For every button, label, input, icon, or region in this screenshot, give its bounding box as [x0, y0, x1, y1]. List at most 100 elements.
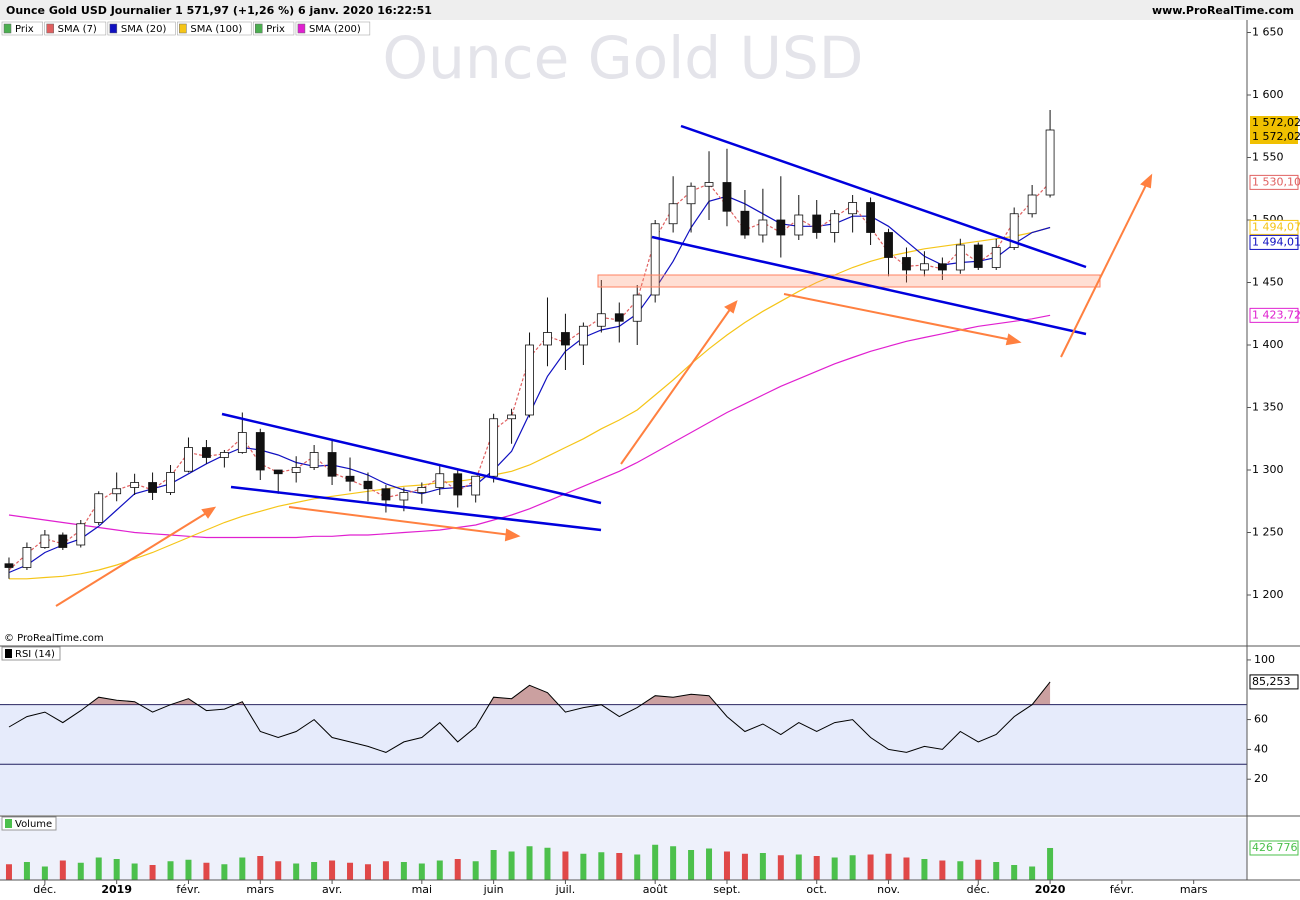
trend-line — [230, 485, 602, 532]
last-price-box — [1250, 130, 1298, 144]
volume-bar — [652, 844, 659, 880]
last-value-label: 1 423,72 — [1252, 308, 1300, 321]
candle-body — [1027, 194, 1037, 215]
y-tick-label: 1 350 — [1252, 401, 1284, 414]
volume-bar — [616, 853, 623, 880]
volume-bar — [221, 864, 228, 880]
last-price-box — [1250, 116, 1298, 130]
last-value-label: 1 494,07 — [1252, 220, 1300, 233]
plot: RSI (14) Volume — [0, 110, 1247, 880]
last-value-box — [1249, 674, 1299, 690]
legend-box — [295, 21, 371, 36]
candle-body — [920, 263, 929, 271]
header-bar — [0, 0, 1300, 20]
x-tick-label: 2020 — [1035, 883, 1066, 896]
legend-swatch — [3, 23, 12, 34]
candle-body — [776, 219, 786, 236]
candle-body — [991, 247, 1001, 268]
candle-body — [740, 210, 750, 236]
candle-body — [758, 219, 768, 236]
volume-bar — [382, 861, 389, 880]
legend-swatch — [109, 23, 118, 34]
volume-bar — [95, 857, 102, 880]
candle-body — [291, 467, 301, 473]
candle-body — [614, 313, 624, 322]
candle-body — [130, 482, 140, 488]
y-tick-label: 60 — [1254, 713, 1268, 726]
volume-bar — [903, 857, 910, 880]
legend-swatch — [179, 23, 187, 34]
legend-box — [107, 21, 176, 36]
candle-body — [184, 447, 193, 472]
arrow-head — [1005, 333, 1022, 346]
last-value-label: 1 494,01 — [1252, 235, 1300, 248]
x-tick-label: 2019 — [101, 883, 132, 896]
volume-bar — [436, 860, 443, 880]
trend-line — [651, 235, 1087, 336]
last-value-box — [1249, 174, 1299, 190]
x-tick-label: déc. — [967, 883, 990, 896]
x-tick-label: juin — [483, 883, 504, 896]
candle-body — [668, 203, 678, 225]
candle-body — [58, 534, 68, 548]
candle-body — [812, 214, 822, 233]
arrow-head — [504, 528, 521, 542]
y-tick-label: 1 400 — [1252, 338, 1284, 351]
candle-body — [561, 332, 570, 346]
volume-bar — [275, 861, 282, 880]
y-tick-label: 1 650 — [1252, 26, 1284, 39]
legend-label: SMA (200) — [309, 24, 361, 35]
arrow — [288, 506, 512, 536]
candle-body — [525, 344, 534, 416]
volume-bar — [867, 854, 874, 880]
volume-bar — [1047, 847, 1054, 880]
candle-body — [166, 472, 175, 493]
arrow-head — [724, 300, 738, 314]
volume-bar — [400, 862, 407, 880]
x-tick-label: juil. — [555, 883, 576, 896]
volume-bar — [454, 859, 461, 880]
candle-body — [237, 432, 247, 453]
volume-bar — [562, 851, 569, 880]
candle-body — [435, 473, 445, 488]
candle-body — [381, 488, 391, 501]
volume-bar — [239, 857, 246, 880]
candle-body — [937, 263, 947, 271]
volume-bar — [975, 859, 982, 880]
sma-line — [8, 181, 1051, 571]
candle-body — [848, 202, 858, 215]
candle-body — [704, 182, 714, 187]
legend-swatch — [297, 23, 306, 34]
candle-body — [830, 213, 840, 233]
sma-line — [9, 226, 1051, 580]
volume-bar — [329, 860, 336, 880]
volume-bar — [23, 862, 30, 880]
arrow-head — [201, 506, 217, 519]
candle-body — [453, 473, 463, 496]
x-tick-label: févr. — [1110, 883, 1134, 896]
volume-bar — [670, 846, 677, 880]
legend-label: SMA (7) — [58, 24, 97, 35]
x-tick-label: févr. — [176, 883, 200, 896]
volume-bar — [993, 862, 1000, 880]
volume-bar — [544, 847, 551, 880]
candle-body — [112, 488, 122, 495]
volume-bar — [167, 861, 174, 880]
candle-body — [4, 563, 14, 568]
volume-bar — [634, 854, 641, 880]
volume-bar — [293, 863, 300, 880]
panel-swatch — [5, 819, 12, 828]
y-tick-label: 1 250 — [1252, 526, 1284, 539]
volume-bar — [41, 866, 48, 880]
last-value-label: 85,253 — [1252, 675, 1291, 688]
volume-bar — [1029, 866, 1036, 880]
volume-bar — [526, 846, 533, 880]
source: © ProRealTime.com — [4, 633, 104, 644]
trend-line — [221, 412, 602, 505]
trend-line — [680, 124, 1087, 269]
y-tick-label: 20 — [1254, 772, 1268, 785]
arrow — [1060, 182, 1148, 358]
volume-bar — [311, 862, 318, 880]
candle-body — [794, 214, 804, 236]
candle-body — [686, 185, 696, 205]
